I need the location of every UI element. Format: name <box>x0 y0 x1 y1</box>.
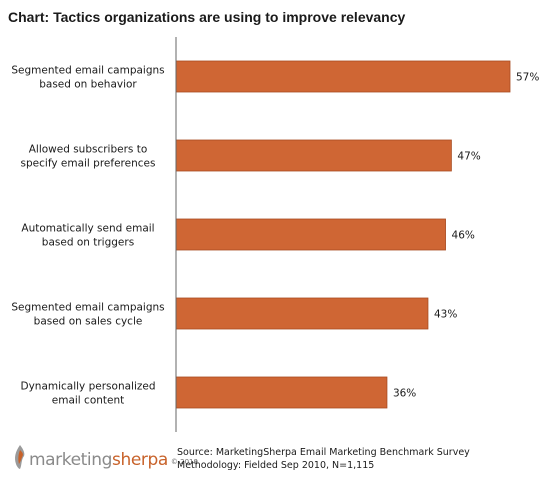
category-label-2: Automatically send email based on trigger… <box>21 223 154 249</box>
source-note: Source: MarketingSherpa Email Marketing … <box>177 446 470 472</box>
value-label-2: 46% <box>452 230 475 242</box>
category-label-line: based on triggers <box>42 237 134 249</box>
value-label-4: 36% <box>393 388 416 400</box>
category-label-line: specify email preferences <box>21 158 156 170</box>
value-label-0: 57% <box>516 72 539 84</box>
logo-mountain-icon <box>12 444 28 470</box>
methodology-line: Methodology: Fielded Sep 2010, N=1,115 <box>177 460 375 471</box>
category-label-line: Automatically send email <box>21 223 154 235</box>
bar-1 <box>175 139 452 172</box>
value-label-3: 43% <box>434 309 457 321</box>
category-label-line: email content <box>52 395 125 407</box>
chart-title: Chart: Tactics organizations are using t… <box>8 9 406 25</box>
category-label-0: Segmented email campaigns based on behavi… <box>11 65 164 91</box>
logo-word-sherpa: sherpa <box>112 450 168 470</box>
category-label-1: Allowed subscribers to specify email pref… <box>21 144 156 170</box>
logo-word-marketing: marketing <box>29 450 113 470</box>
category-label-line: based on behavior <box>39 79 137 91</box>
marketingsherpa-logo: marketingsherpa © 2010 <box>12 444 198 470</box>
category-label-4: Dynamically personalized email content <box>20 381 155 407</box>
logo-year: © 2010 <box>170 458 198 466</box>
bar-2 <box>175 218 446 251</box>
bar-chart: 57% Segmented email campaigns based on beh… <box>11 37 539 432</box>
category-label-line: Dynamically personalized <box>20 381 155 393</box>
category-label-line: based on sales cycle <box>34 316 143 328</box>
bars-layer: 57% Segmented email campaigns based on beh… <box>11 60 539 409</box>
bar-3 <box>175 297 429 330</box>
category-label-3: Segmented email campaigns based on sales … <box>11 302 164 328</box>
source-line: Source: MarketingSherpa Email Marketing … <box>177 447 470 458</box>
category-label-line: Segmented email campaigns <box>11 302 164 314</box>
category-label-line: Allowed subscribers to <box>29 144 148 156</box>
category-label-line: Segmented email campaigns <box>11 65 164 77</box>
bar-4 <box>175 376 388 409</box>
value-label-1: 47% <box>457 151 480 163</box>
bar-0 <box>175 60 511 93</box>
